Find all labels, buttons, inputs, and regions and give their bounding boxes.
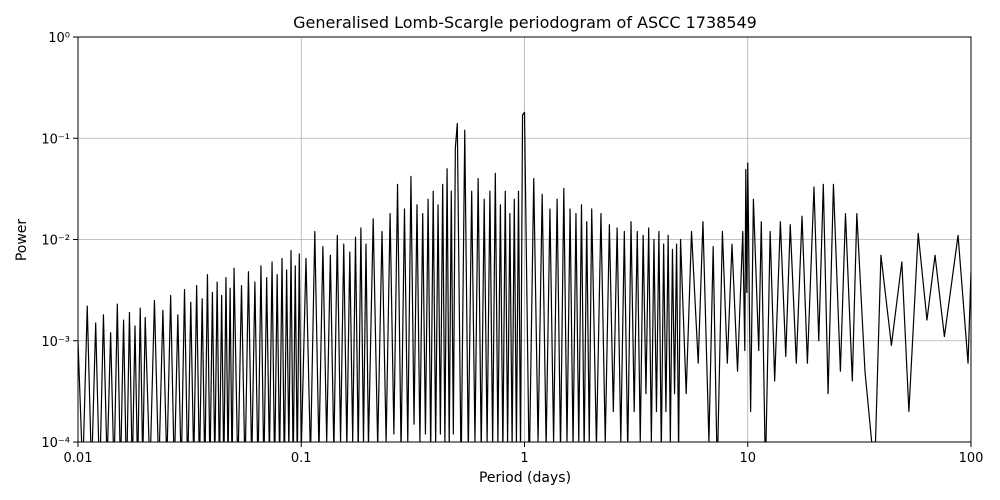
y-tick-label: 10⁻¹ (41, 132, 70, 147)
y-tick-label: 10⁻³ (41, 335, 70, 350)
x-tick-label: 10 (739, 451, 756, 466)
series-line (78, 111, 971, 442)
x-tick-label: 0.1 (291, 451, 312, 466)
chart-title: Generalised Lomb-Scargle periodogram of … (293, 13, 757, 32)
grid (77, 36, 972, 443)
plot-area (78, 111, 971, 442)
y-tick-label: 10⁻² (41, 234, 70, 249)
y-tick-label: 10⁻⁴ (41, 436, 70, 451)
y-tick-label: 10⁰ (48, 31, 70, 46)
x-axis-label: Period (days) (479, 470, 571, 486)
x-tick-label: 1 (520, 451, 528, 466)
y-axis-label: Power (14, 219, 30, 262)
axes: 0.01 0.1 1 10 100 10⁻⁴ 10⁻³ 10⁻² 10⁻¹ 10⁰ (41, 31, 983, 466)
x-tick-label: 0.01 (64, 451, 93, 466)
plot-frame (77, 36, 972, 443)
x-tick-label: 100 (959, 451, 984, 466)
